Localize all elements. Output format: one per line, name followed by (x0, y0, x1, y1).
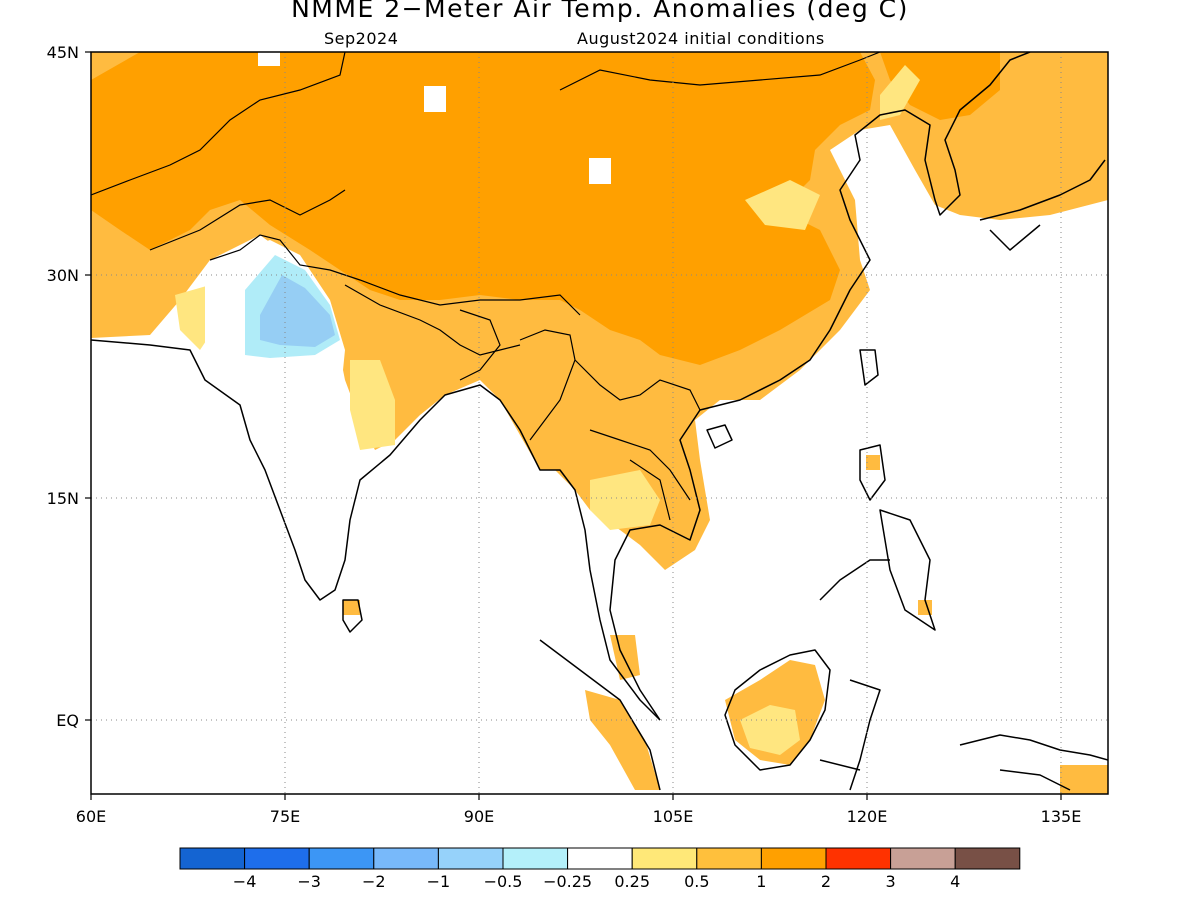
lat-label-45n: 45N (47, 43, 79, 62)
lon-label-135e: 135E (1041, 807, 1082, 826)
anomaly-region-1-2 (91, 52, 875, 365)
anomaly-region-0p25-0p5-korea (880, 65, 920, 120)
legend-label: −4 (233, 872, 257, 891)
anomaly-region-luzon (866, 455, 880, 470)
legend-label: 0.25 (614, 872, 650, 891)
lat-label-eq: EQ (56, 711, 79, 730)
anomaly-region-borneo-pale (740, 705, 800, 755)
legend-label: −1 (427, 872, 451, 891)
legend-label: 4 (950, 872, 960, 891)
anomaly-region-malaya (610, 635, 640, 680)
anomaly-fields (91, 52, 1108, 794)
legend-label: 3 (886, 872, 896, 891)
legend-color-box (760, 847, 827, 870)
anomaly-region-neg-1-0p5 (260, 275, 335, 347)
legend-label: −0.5 (484, 872, 523, 891)
legend-color-box (244, 847, 310, 870)
legend-color-box (954, 847, 1021, 870)
anomaly-region-1-2-east (880, 52, 1000, 120)
legend-label: −2 (362, 872, 386, 891)
lat-label-30n: 30N (47, 266, 79, 285)
anomaly-region-new-guinea (1060, 765, 1108, 794)
legend-color-box (502, 847, 569, 870)
legend-label: 0.5 (684, 872, 709, 891)
legend-color-bar (179, 847, 1021, 870)
legend-label: 2 (821, 872, 831, 891)
lon-label-105e: 105E (653, 807, 694, 826)
anomaly-region-sri-lanka (343, 600, 360, 615)
legend-color-box (696, 847, 762, 870)
legend-color-box (567, 847, 633, 870)
coastlines (91, 52, 1108, 791)
map-frame (90, 51, 1109, 795)
legend-color-box (437, 847, 504, 870)
legend-color-box (308, 847, 375, 870)
legend-color-box (631, 847, 698, 870)
legend-label: −0.25 (543, 872, 592, 891)
lon-label-120e: 120E (847, 807, 888, 826)
lon-label-60e: 60E (76, 807, 106, 826)
anomaly-region-0p25-0p5-india (350, 360, 395, 450)
legend-color-box (373, 847, 439, 870)
lat-label-15n: 15N (47, 489, 79, 508)
legend-label: 1 (756, 872, 766, 891)
anomaly-region-1-2-west (91, 80, 160, 180)
legend-color-box (179, 847, 246, 870)
forecast-month: Sep2024 (324, 29, 399, 48)
map-title: NMME 2−Meter Air Temp. Anomalies (deg C) (291, 0, 909, 23)
gridlines (91, 52, 1108, 794)
country-borders (91, 52, 881, 521)
lon-label-90e: 90E (464, 807, 494, 826)
legend-label: −3 (297, 872, 321, 891)
legend-color-box (825, 847, 892, 870)
lon-label-75e: 75E (270, 807, 300, 826)
anomaly-region-0p25-0p5-indochina (590, 470, 660, 530)
tick-marks (85, 51, 1062, 800)
missing-data-cell (424, 86, 446, 112)
missing-data-cell (589, 158, 611, 184)
missing-data-cell (258, 52, 280, 66)
anomaly-region-sumatra (585, 690, 660, 790)
anomaly-region-0p25-0p5-china (745, 180, 820, 230)
legend-labels: −4 −3 −2 −1 −0.5 −0.25 0.25 0.5 1 2 3 4 (233, 872, 960, 891)
initial-conditions-label: August2024 initial conditions (577, 29, 825, 48)
legend-color-box (890, 847, 956, 870)
